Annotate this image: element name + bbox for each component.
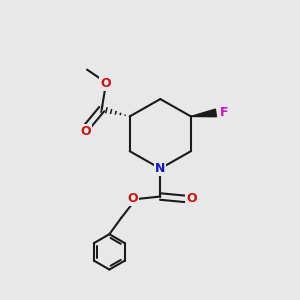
Text: O: O (100, 77, 111, 90)
Text: O: O (81, 125, 92, 138)
Polygon shape (191, 109, 217, 117)
Text: F: F (220, 106, 228, 119)
Text: N: N (155, 162, 166, 175)
Text: O: O (128, 192, 138, 205)
Text: O: O (186, 192, 196, 206)
